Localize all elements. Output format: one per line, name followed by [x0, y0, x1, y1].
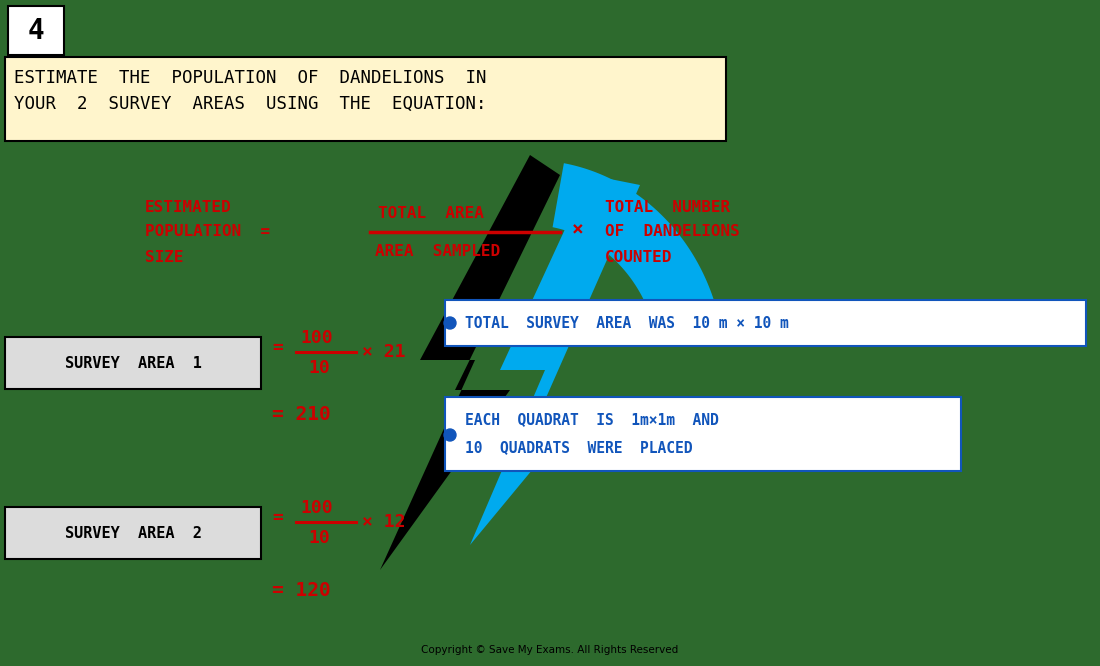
Text: AREA  SAMPLED: AREA SAMPLED — [375, 244, 500, 260]
FancyBboxPatch shape — [446, 300, 1086, 346]
Text: 100: 100 — [300, 329, 332, 347]
FancyBboxPatch shape — [446, 397, 961, 471]
FancyBboxPatch shape — [6, 337, 261, 389]
Text: 10: 10 — [308, 359, 330, 377]
Text: ESTIMATED: ESTIMATED — [145, 200, 232, 216]
Text: SIZE: SIZE — [145, 250, 184, 266]
Text: ESTIMATE  THE  POPULATION  OF  DANDELIONS  IN
YOUR  2  SURVEY  AREAS  USING  THE: ESTIMATE THE POPULATION OF DANDELIONS IN… — [14, 69, 486, 113]
FancyBboxPatch shape — [6, 507, 261, 559]
Text: = 210: = 210 — [272, 406, 331, 424]
Text: =: = — [272, 509, 283, 527]
Text: 10: 10 — [308, 529, 330, 547]
Text: COUNTED: COUNTED — [605, 250, 672, 266]
FancyBboxPatch shape — [6, 57, 726, 141]
Text: × 21: × 21 — [362, 343, 406, 361]
Text: SURVEY  AREA  1: SURVEY AREA 1 — [65, 356, 201, 370]
Text: =: = — [272, 339, 283, 357]
Text: × 12: × 12 — [362, 513, 406, 531]
Text: TOTAL  AREA: TOTAL AREA — [378, 206, 484, 220]
Polygon shape — [379, 155, 560, 570]
Text: OF  DANDELIONS: OF DANDELIONS — [605, 224, 739, 240]
FancyBboxPatch shape — [8, 6, 64, 55]
Text: 10  QUADRATS  WERE  PLACED: 10 QUADRATS WERE PLACED — [465, 440, 693, 456]
Text: = 120: = 120 — [272, 581, 331, 599]
Text: 100: 100 — [300, 499, 332, 517]
Circle shape — [444, 429, 456, 441]
Text: TOTAL  SURVEY  AREA  WAS  10 m × 10 m: TOTAL SURVEY AREA WAS 10 m × 10 m — [465, 316, 789, 330]
Text: EACH  QUADRAT  IS  1m×1m  AND: EACH QUADRAT IS 1m×1m AND — [465, 412, 718, 428]
Text: ×: × — [572, 220, 584, 240]
Text: POPULATION  =: POPULATION = — [145, 224, 271, 240]
Text: SURVEY  AREA  2: SURVEY AREA 2 — [65, 525, 201, 541]
Text: 4: 4 — [28, 17, 44, 45]
Polygon shape — [470, 175, 640, 545]
Polygon shape — [552, 163, 722, 345]
Text: Copyright © Save My Exams. All Rights Reserved: Copyright © Save My Exams. All Rights Re… — [421, 645, 679, 655]
Circle shape — [444, 317, 456, 329]
Text: TOTAL  NUMBER: TOTAL NUMBER — [605, 200, 730, 216]
